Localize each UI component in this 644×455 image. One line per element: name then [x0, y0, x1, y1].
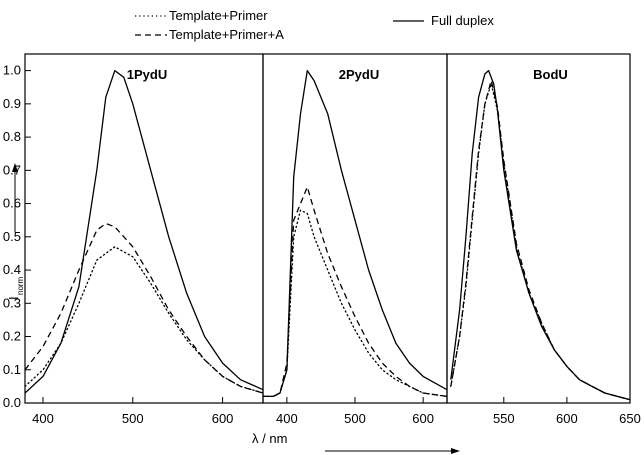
x-tick-label: 500	[344, 411, 366, 426]
panel-title: 1PydU	[127, 67, 167, 82]
series-line-dashed	[450, 79, 630, 401]
y-tick-label: 0.2	[3, 329, 21, 344]
legend-label-template-primer-a: Template+Primer+A	[169, 27, 284, 42]
y-tick-label: 0.3	[3, 295, 21, 310]
panel-title: BodU	[533, 67, 568, 82]
series-line-solid	[450, 69, 630, 401]
y-tick-label: 0.0	[3, 395, 21, 410]
y-axis: 0.0 0.1 0.2 0.3 0.4 0.5 0.6 0.7 0.8 0.9 1.0	[3, 63, 31, 410]
x-tick-label: 600	[212, 411, 234, 426]
y-tick-label: 0.9	[3, 96, 21, 111]
y-tick-label: 0.6	[3, 196, 21, 211]
y-tick-label: 0.7	[3, 162, 21, 177]
x-tick-label: 500	[122, 411, 144, 426]
legend-label-template-primer: Template+Primer	[169, 8, 268, 23]
series-line-dotted	[263, 209, 447, 398]
x-tick-label: 600	[556, 411, 578, 426]
legend-label-full-duplex: Full duplex	[431, 13, 494, 28]
panel-title: 2PydU	[339, 67, 379, 82]
x-tick-label: 400	[276, 411, 298, 426]
y-axis-label-subscript: norm	[16, 276, 25, 295]
series-line-solid	[25, 69, 263, 394]
panel-bodu: 550 600 650 BodU	[446, 53, 641, 426]
x-axis-label: λ / nm	[252, 431, 460, 454]
y-tick-label: 0.8	[3, 129, 21, 144]
x-tick-label: 650	[619, 411, 641, 426]
series-line-solid	[263, 69, 447, 398]
panels: 400 500 600 1PydU 400 500 600 2PydU 550 600 650 Bod…	[24, 53, 641, 426]
y-axis-label-main: I	[6, 296, 21, 300]
series-line-dotted	[25, 246, 263, 394]
x-tick-label: 400	[32, 411, 54, 426]
x-tick-label: 600	[412, 411, 434, 426]
panel-frame	[24, 53, 264, 404]
y-arrow-head	[12, 163, 18, 172]
y-tick-label: 0.4	[3, 262, 21, 277]
panel-frame	[262, 53, 448, 404]
x-arrow-head	[451, 448, 460, 454]
series-line-dashed	[25, 222, 263, 394]
y-tick-label: 0.1	[3, 362, 21, 377]
y-axis-label: I norm	[6, 163, 25, 300]
x-axis-label-text: λ / nm	[252, 431, 287, 446]
legend: Template+Primer Template+Primer+A Full d…	[135, 8, 494, 42]
series-line-dashed	[263, 186, 447, 398]
panel-frame	[446, 53, 631, 404]
y-tick-label: 1.0	[3, 63, 21, 78]
x-tick-label: 550	[493, 411, 515, 426]
panel-1pydu: 400 500 600 1PydU	[24, 53, 264, 426]
y-tick-label: 0.5	[3, 229, 21, 244]
series-line-dotted	[450, 83, 630, 401]
panel-2pydu: 400 500 600 2PydU	[262, 53, 448, 426]
